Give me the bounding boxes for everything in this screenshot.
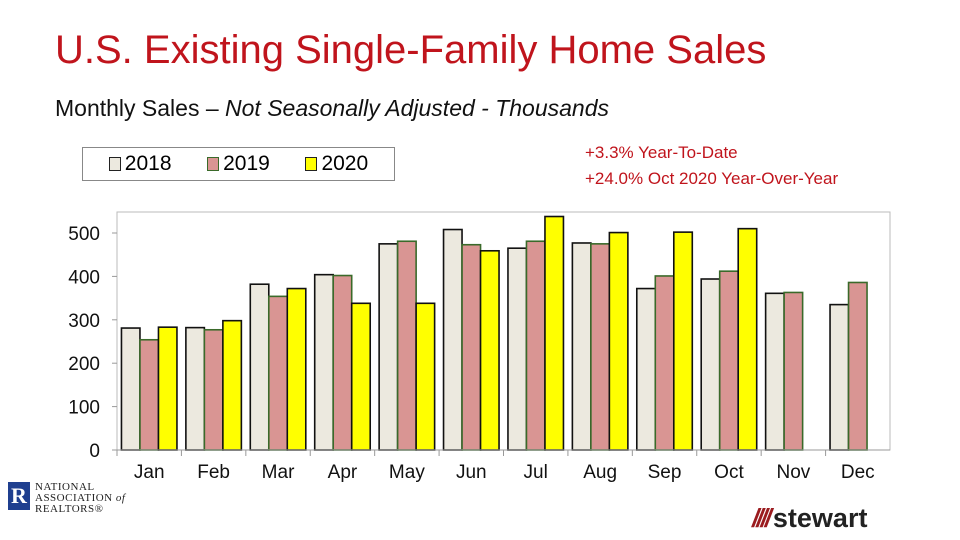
x-tick-label: Feb — [197, 462, 230, 483]
bar-2019-dec — [847, 281, 868, 451]
x-tick-label: Jul — [524, 462, 548, 483]
y-tick-label: 100 — [68, 398, 100, 419]
bar-2020-mar — [286, 287, 307, 451]
subtitle-italic: Not Seasonally Adjusted - Thousands — [225, 95, 610, 121]
bar-2020-may — [415, 302, 436, 451]
nar-logo-text: NATIONAL ASSOCIATION of REALTORS® — [35, 481, 126, 515]
bar-2018-apr — [313, 273, 335, 451]
x-tick-label: Oct — [714, 462, 744, 483]
bar-2018-dec — [829, 303, 850, 451]
nar-logo: R NATIONAL ASSOCIATION of REALTORS® — [8, 482, 125, 515]
bar-2019-apr — [332, 274, 353, 451]
bar-2019-may — [396, 240, 417, 451]
legend-item-2020: 2020 — [305, 152, 368, 176]
bar-2019-sep — [654, 275, 675, 451]
subtitle-plain: Monthly Sales – — [55, 95, 226, 121]
bar-2019-jan — [139, 338, 160, 451]
x-tick-label: Nov — [776, 462, 810, 483]
legend-label: 2020 — [321, 152, 369, 175]
bar-2020-feb — [222, 319, 243, 451]
bar-2020-apr — [350, 302, 372, 451]
x-tick-label: Jan — [134, 462, 165, 483]
bar-2018-feb — [185, 326, 206, 451]
chart-legend: 2018 2019 2020 — [82, 147, 395, 181]
stewart-mark-icon: //// — [752, 503, 772, 533]
bar-2020-sep — [672, 231, 694, 451]
legend-label: 2018 — [124, 152, 172, 175]
x-tick-label: Mar — [262, 462, 295, 483]
bar-2018-may — [378, 243, 399, 451]
bar-2018-oct — [700, 278, 721, 451]
stewart-logo: //// stewart — [752, 503, 867, 534]
bar-2018-jul — [507, 247, 528, 451]
ytd-note: +3.3% Year-To-Date — [585, 143, 738, 162]
bar-2019-aug — [590, 243, 611, 451]
y-tick-label: 0 — [89, 441, 100, 462]
bar-2019-mar — [267, 295, 289, 451]
legend-swatch — [108, 157, 121, 171]
bar-2020-aug — [608, 231, 629, 451]
x-tick-label: Dec — [841, 462, 875, 483]
bar-2018-jan — [120, 327, 141, 451]
bar-2018-mar — [249, 283, 270, 451]
bar-2019-oct — [718, 270, 740, 451]
bar-2019-jun — [461, 243, 482, 451]
y-tick-label: 500 — [68, 224, 100, 245]
realtor-r-icon: R — [8, 482, 30, 510]
bar-2018-nov — [764, 292, 785, 451]
bar-2020-oct — [737, 227, 758, 451]
slide-subtitle: Monthly Sales – Not Seasonally Adjusted … — [55, 95, 609, 122]
y-tick-label: 200 — [68, 354, 100, 375]
bar-2020-jan — [157, 326, 178, 451]
y-tick-label: 400 — [68, 267, 100, 288]
stewart-logo-text: stewart — [772, 503, 868, 533]
x-tick-label: Jun — [456, 462, 487, 483]
bar-2019-nov — [783, 291, 804, 451]
legend-item-2019: 2019 — [207, 152, 270, 176]
yoy-note: +24.0% Oct 2020 Year-Over-Year — [585, 169, 839, 188]
bar-2018-sep — [635, 287, 657, 451]
x-tick-label: May — [389, 462, 425, 483]
bar-2018-jun — [442, 228, 463, 451]
slide-title: U.S. Existing Single-Family Home Sales — [55, 28, 767, 72]
y-tick-label: 300 — [68, 311, 100, 332]
bar-2019-jul — [525, 240, 546, 451]
legend-swatch — [305, 157, 318, 171]
legend-label: 2019 — [223, 152, 270, 175]
x-tick-label: Apr — [328, 462, 358, 483]
legend-swatch — [207, 157, 220, 171]
bar-2018-aug — [571, 242, 592, 451]
bar-2019-feb — [203, 328, 224, 451]
legend-item-2018: 2018 — [108, 152, 172, 176]
x-tick-label: Aug — [583, 462, 617, 483]
bar-2020-jul — [544, 215, 565, 451]
x-tick-label: Sep — [648, 462, 682, 483]
bar-2020-jun — [479, 249, 500, 451]
